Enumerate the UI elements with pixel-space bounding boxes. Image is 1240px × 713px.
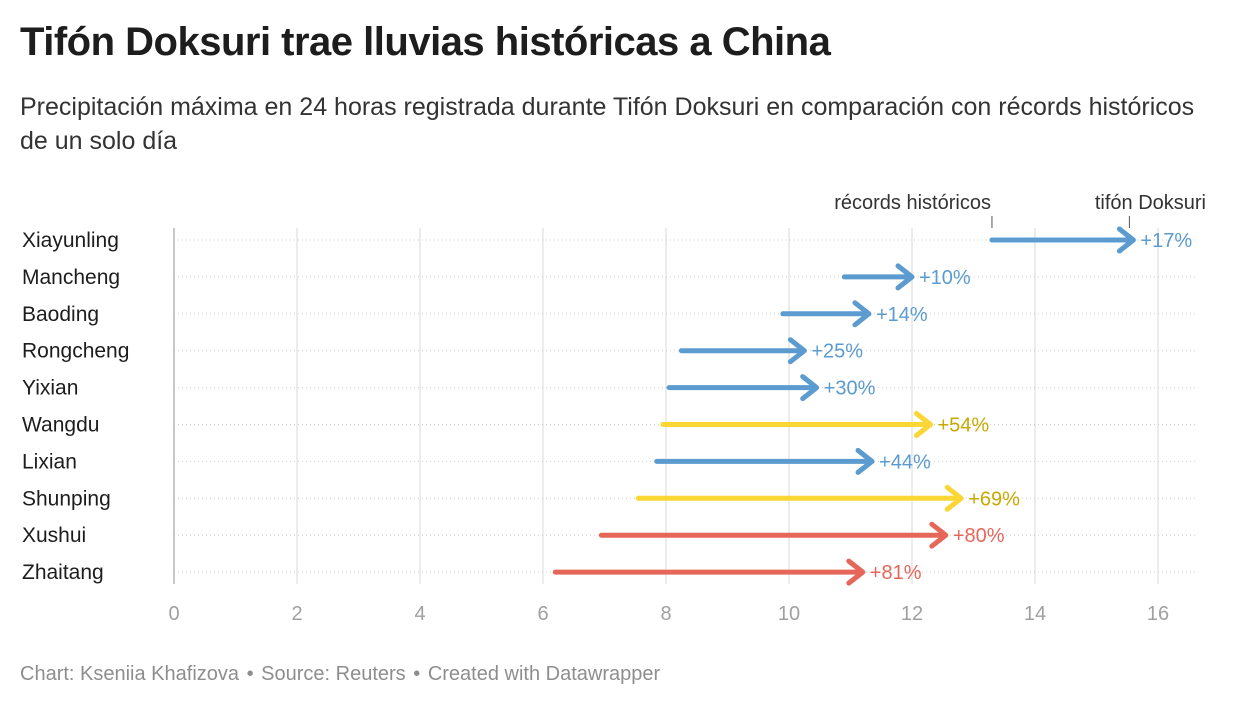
data-label: +54% xyxy=(937,415,989,437)
data-label: +81% xyxy=(870,562,922,584)
x-tick-label: 6 xyxy=(537,603,548,625)
category-label: Mancheng xyxy=(22,266,120,289)
arrow-head xyxy=(846,558,866,586)
footer-separator: • xyxy=(246,663,254,685)
chart-subtitle: Precipitación máxima en 24 horas registr… xyxy=(20,93,1195,155)
category-label: Rongcheng xyxy=(22,340,129,363)
category-label: Xiayunling xyxy=(22,229,119,252)
x-tick-label: 12 xyxy=(901,603,923,625)
category-label: Yixian xyxy=(22,377,78,400)
x-tick-label: 16 xyxy=(1147,603,1169,625)
category-label: Shunping xyxy=(22,487,111,510)
footer-credit: Chart: Kseniia Khafizova xyxy=(20,663,240,685)
arrow-head xyxy=(852,300,872,328)
data-label: +30% xyxy=(824,378,876,400)
data-label: +69% xyxy=(968,488,1020,510)
data-label: +25% xyxy=(811,341,863,363)
data-label: +14% xyxy=(876,304,928,326)
x-tick-label: 8 xyxy=(660,603,671,625)
category-label: Lixian xyxy=(22,450,77,473)
arrow-head xyxy=(800,374,820,402)
data-label: +17% xyxy=(1140,230,1192,252)
chart-footer: Chart: Kseniia Khafizova • Source: Reute… xyxy=(20,663,660,686)
legend-start-label: récords históricos xyxy=(834,192,991,214)
arrow-head xyxy=(855,447,875,475)
category-label: Wangdu xyxy=(22,414,99,437)
arrow-head xyxy=(913,411,933,438)
footer-created-with: Created with Datawrapper xyxy=(427,663,661,685)
data-label: +10% xyxy=(919,267,971,289)
footer-source: Source: Reuters xyxy=(261,663,406,685)
arrow-head xyxy=(787,337,807,365)
arrow-head xyxy=(944,484,964,512)
x-tick-label: 14 xyxy=(1024,603,1046,625)
arrow-head xyxy=(929,521,949,549)
x-tick-label: 0 xyxy=(168,603,179,625)
x-tick-label: 10 xyxy=(778,603,800,625)
arrow-head xyxy=(1116,226,1136,254)
x-tick-label: 4 xyxy=(414,603,425,625)
category-label: Xushui xyxy=(22,524,86,547)
data-label: +80% xyxy=(953,525,1005,547)
data-label: +44% xyxy=(879,451,931,473)
legend-end-label: tifón Doksuri xyxy=(1095,192,1206,214)
arrow-head xyxy=(895,263,915,291)
category-label: Baoding xyxy=(22,303,99,326)
category-label: Zhaitang xyxy=(22,561,104,584)
footer-separator: • xyxy=(413,663,421,685)
chart-title: Tifón Doksuri trae lluvias históricas a … xyxy=(20,20,831,64)
x-tick-label: 2 xyxy=(291,603,302,625)
